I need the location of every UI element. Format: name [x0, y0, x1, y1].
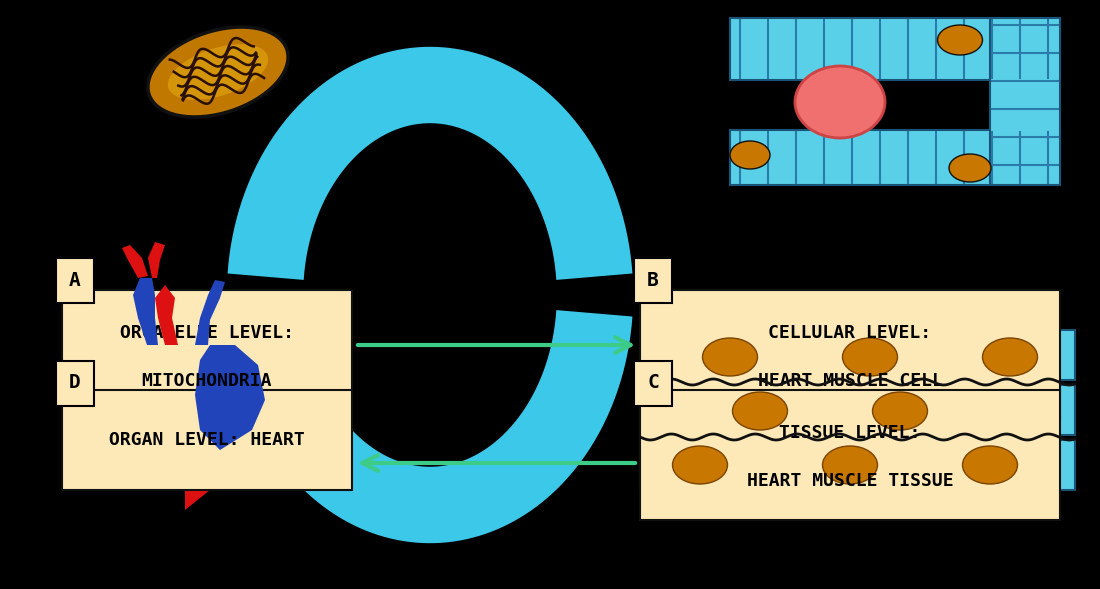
Polygon shape — [640, 385, 1075, 435]
Ellipse shape — [733, 392, 788, 430]
Text: A: A — [69, 270, 81, 290]
Polygon shape — [195, 280, 226, 345]
FancyBboxPatch shape — [634, 257, 672, 303]
Polygon shape — [148, 242, 165, 278]
Polygon shape — [122, 245, 149, 278]
Ellipse shape — [982, 338, 1037, 376]
Text: HEART MUSCLE CELL: HEART MUSCLE CELL — [758, 372, 943, 390]
Ellipse shape — [823, 446, 878, 484]
Text: HEART MUSCLE TISSUE: HEART MUSCLE TISSUE — [747, 472, 954, 490]
Ellipse shape — [147, 27, 288, 117]
FancyBboxPatch shape — [640, 290, 1060, 420]
Polygon shape — [990, 18, 1060, 185]
Ellipse shape — [730, 141, 770, 169]
Polygon shape — [155, 285, 178, 345]
Polygon shape — [133, 278, 158, 345]
Polygon shape — [730, 130, 1060, 185]
Text: TISSUE LEVEL:: TISSUE LEVEL: — [779, 424, 921, 442]
Ellipse shape — [168, 44, 268, 100]
Ellipse shape — [795, 66, 886, 138]
Text: B: B — [647, 270, 659, 290]
Ellipse shape — [672, 446, 727, 484]
FancyBboxPatch shape — [640, 390, 1060, 520]
Ellipse shape — [962, 446, 1018, 484]
Text: MITOCHONDRIA: MITOCHONDRIA — [142, 372, 273, 390]
FancyBboxPatch shape — [62, 290, 352, 420]
Polygon shape — [730, 18, 1060, 80]
FancyBboxPatch shape — [62, 390, 352, 490]
Ellipse shape — [949, 154, 991, 182]
Ellipse shape — [937, 25, 982, 55]
Text: CELLULAR LEVEL:: CELLULAR LEVEL: — [769, 324, 932, 342]
Ellipse shape — [703, 338, 758, 376]
Ellipse shape — [843, 338, 898, 376]
FancyBboxPatch shape — [56, 360, 94, 405]
FancyBboxPatch shape — [634, 360, 672, 405]
Text: D: D — [69, 373, 81, 392]
Polygon shape — [195, 345, 265, 450]
Text: C: C — [647, 373, 659, 392]
Polygon shape — [640, 440, 1075, 490]
FancyBboxPatch shape — [56, 257, 94, 303]
Polygon shape — [122, 345, 265, 510]
Ellipse shape — [872, 392, 927, 430]
Text: ORGANELLE LEVEL:: ORGANELLE LEVEL: — [120, 324, 294, 342]
Polygon shape — [640, 330, 1075, 380]
Text: ORGAN LEVEL: HEART: ORGAN LEVEL: HEART — [109, 431, 305, 449]
